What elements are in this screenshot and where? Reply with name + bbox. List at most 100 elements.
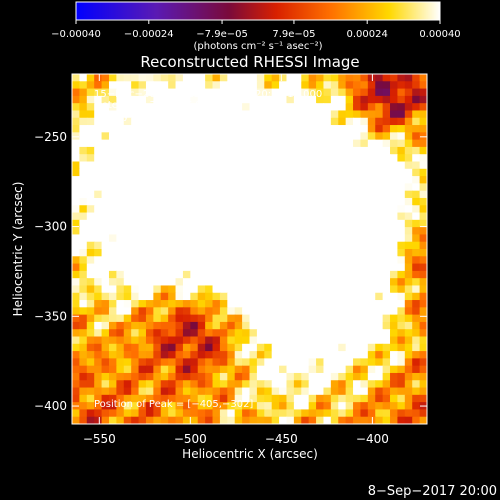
heatmap-cell bbox=[145, 409, 154, 418]
heatmap-cell bbox=[138, 161, 147, 170]
heatmap-cell bbox=[316, 402, 325, 411]
heatmap-cell bbox=[123, 95, 132, 104]
heatmap-cell bbox=[390, 88, 399, 97]
heatmap-cell bbox=[108, 132, 117, 141]
heatmap-cell bbox=[212, 263, 221, 272]
heatmap-cell bbox=[168, 256, 177, 265]
heatmap-cell bbox=[323, 336, 332, 345]
heatmap-cell bbox=[175, 372, 184, 381]
heatmap-cell bbox=[286, 321, 295, 330]
heatmap-cell bbox=[353, 132, 362, 141]
heatmap-cell bbox=[360, 227, 369, 236]
heatmap-cell bbox=[145, 227, 154, 236]
heatmap-cell bbox=[86, 219, 95, 228]
heatmap-cell bbox=[323, 416, 332, 424]
heatmap-cell bbox=[168, 307, 177, 316]
heatmap-cell bbox=[242, 241, 251, 250]
heatmap-cell bbox=[286, 103, 295, 112]
heatmap-cell bbox=[116, 278, 125, 287]
heatmap-cell bbox=[72, 380, 80, 389]
heatmap-cell bbox=[205, 372, 214, 381]
heatmap-cell bbox=[123, 249, 132, 257]
annotation-block: 15−Dec−2014 20:15:12.000 to 20:25:12.000… bbox=[94, 89, 322, 410]
heatmap-cell bbox=[160, 234, 169, 243]
heatmap-cell bbox=[153, 154, 162, 163]
heatmap-cell bbox=[330, 103, 339, 112]
heatmap-cell bbox=[160, 205, 169, 214]
heatmap-cell bbox=[345, 300, 354, 308]
heatmap-cell bbox=[86, 278, 95, 287]
heatmap-cell bbox=[160, 219, 169, 228]
heatmap-cell bbox=[256, 256, 265, 265]
heatmap-cell bbox=[145, 81, 154, 90]
heatmap-cell bbox=[138, 336, 147, 345]
heatmap-cell bbox=[116, 81, 125, 90]
heatmap-cell bbox=[256, 409, 265, 418]
heatmap-cell bbox=[293, 81, 302, 90]
heatmap-cell bbox=[412, 409, 421, 418]
heatmap-cell bbox=[182, 190, 191, 199]
heatmap-cell bbox=[145, 88, 154, 97]
heatmap-cell bbox=[397, 409, 406, 418]
heatmap-cell bbox=[249, 314, 258, 323]
heatmap-cell bbox=[264, 125, 273, 133]
heatmap-cell bbox=[242, 307, 251, 316]
heatmap-cell bbox=[94, 329, 103, 338]
heatmap-cell bbox=[301, 176, 310, 184]
heatmap-cell bbox=[212, 183, 221, 192]
heatmap-cell bbox=[375, 117, 384, 126]
heatmap-cell bbox=[323, 227, 332, 236]
heatmap-cell bbox=[271, 227, 280, 236]
heatmap-cell bbox=[360, 336, 369, 345]
heatmap-cell bbox=[279, 117, 288, 126]
heatmap-cell bbox=[175, 197, 184, 206]
heatmap-cell bbox=[323, 139, 332, 148]
heatmap-cell bbox=[205, 292, 214, 301]
heatmap-cell bbox=[345, 380, 354, 389]
heatmap-cell bbox=[249, 74, 258, 82]
heatmap-cell bbox=[390, 314, 399, 323]
heatmap-cell bbox=[293, 146, 302, 155]
heatmap-cell bbox=[330, 292, 339, 301]
heatmap-cell bbox=[390, 227, 399, 236]
heatmap-cell bbox=[123, 343, 132, 352]
heatmap-cell bbox=[330, 409, 339, 418]
heatmap-cell bbox=[382, 300, 391, 308]
heatmap-cell bbox=[86, 146, 95, 155]
heatmap-cell bbox=[264, 146, 273, 155]
heatmap-cell bbox=[94, 336, 103, 345]
heatmap-cell bbox=[138, 125, 147, 133]
heatmap-cell bbox=[301, 278, 310, 287]
heatmap-cell bbox=[353, 241, 362, 250]
heatmap-cell bbox=[86, 183, 95, 192]
heatmap-cell bbox=[286, 256, 295, 265]
heatmap-cell bbox=[419, 263, 427, 272]
heatmap-cell bbox=[168, 234, 177, 243]
heatmap-cell bbox=[197, 263, 206, 272]
heatmap-cell bbox=[301, 219, 310, 228]
heatmap-cell bbox=[205, 336, 214, 345]
heatmap-cell bbox=[419, 351, 427, 359]
heatmap-cell bbox=[205, 103, 214, 112]
heatmap-cell bbox=[205, 249, 214, 257]
heatmap-cell bbox=[116, 110, 125, 119]
heatmap-cell bbox=[168, 81, 177, 90]
heatmap-cell bbox=[382, 270, 391, 279]
heatmap-cell bbox=[345, 387, 354, 396]
heatmap-cell bbox=[123, 402, 132, 411]
heatmap-cell bbox=[316, 256, 325, 265]
heatmap-cell bbox=[382, 372, 391, 381]
heatmap-cell bbox=[101, 292, 110, 301]
heatmap-cell bbox=[419, 365, 427, 374]
heatmap-cell bbox=[153, 256, 162, 265]
heatmap-cell bbox=[160, 270, 169, 279]
heatmap-cell bbox=[94, 176, 103, 184]
heatmap-cell bbox=[86, 270, 95, 279]
heatmap-cell bbox=[271, 314, 280, 323]
heatmap-cell bbox=[264, 314, 273, 323]
heatmap-cell bbox=[79, 278, 88, 287]
heatmap-cell bbox=[86, 285, 95, 294]
heatmap-cell bbox=[131, 132, 140, 141]
heatmap-cell bbox=[353, 110, 362, 119]
heatmap-cell bbox=[279, 161, 288, 170]
